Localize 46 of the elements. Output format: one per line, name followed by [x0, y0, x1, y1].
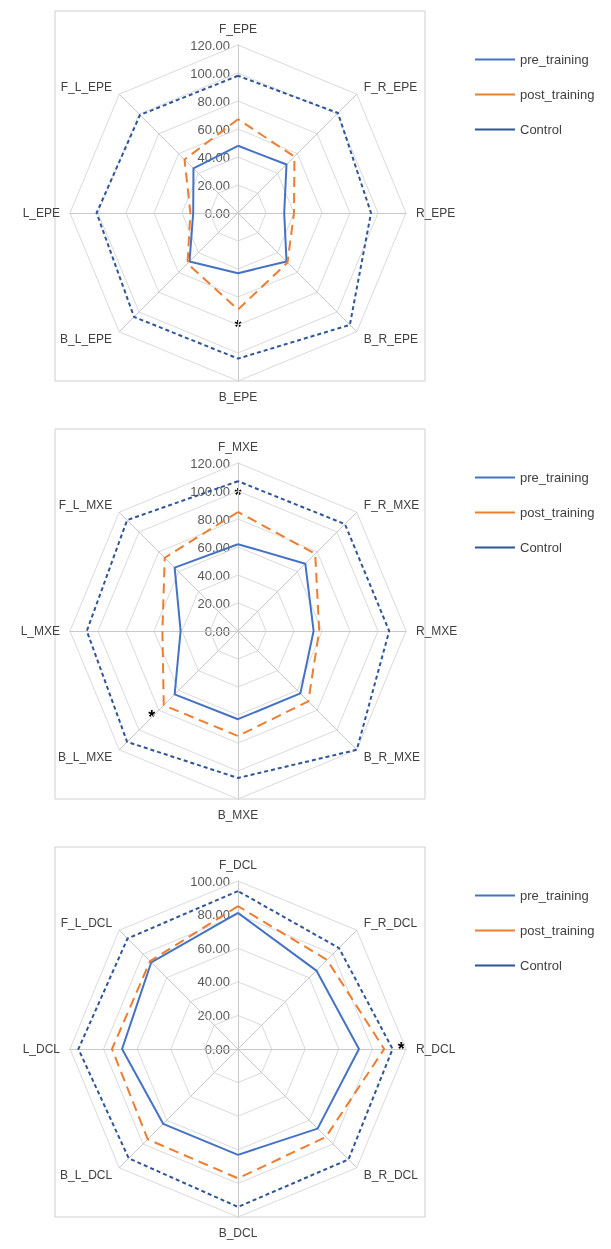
y-tick-label: 80.00	[197, 511, 230, 527]
spoke-label: L_DCL	[22, 1042, 61, 1056]
spoke-label: L_EPE	[22, 206, 60, 220]
spoke-label: B_R_DCL	[363, 1167, 419, 1182]
legend-label: Control	[520, 958, 563, 973]
legend-label: Control	[520, 122, 563, 137]
spoke-label: B_L_DCL	[60, 1167, 113, 1182]
text: *	[397, 1039, 405, 1059]
spoke-label: B_EPE	[218, 390, 258, 404]
spoke-label: B_MXE	[217, 808, 259, 822]
legend-label: post_training	[520, 923, 595, 938]
legend-label: pre_training	[520, 470, 589, 485]
spoke-label: F_MXE	[217, 440, 259, 454]
y-tick-label: 120.00	[190, 455, 230, 471]
spoke-label: B_L_MXE	[58, 749, 113, 764]
spoke-label: F_EPE	[218, 22, 258, 36]
y-tick-label: 120.00	[190, 37, 230, 53]
spoke-label: F_R_EPE	[363, 80, 418, 95]
spoke-label: B_DCL	[218, 1226, 258, 1240]
spoke-label: R_MXE	[416, 624, 458, 638]
y-tick-label: 20.00	[197, 177, 230, 193]
y-tick-label: 40.00	[197, 567, 230, 583]
text: *	[148, 707, 156, 728]
spoke-label: F_L_DCL	[60, 916, 113, 931]
spoke-label: B_R_EPE	[363, 331, 418, 346]
spoke-label: F_L_MXE	[58, 498, 113, 513]
spoke-label: F_DCL	[218, 858, 258, 872]
legend-label: post_training	[520, 505, 595, 520]
spoke-label: B_L_EPE	[60, 331, 113, 346]
legend-label: pre_training	[520, 888, 589, 903]
spoke-label: F_R_DCL	[363, 916, 418, 931]
y-tick-label: 20.00	[197, 595, 230, 611]
spoke-label: F_R_MXE	[363, 498, 420, 513]
legend-label: pre_training	[520, 52, 589, 67]
legend-label: post_training	[520, 87, 595, 102]
spoke-label: R_DCL	[416, 1042, 456, 1056]
y-tick-label: 60.00	[197, 940, 230, 956]
spoke-label: R_EPE	[416, 206, 456, 220]
y-tick-label: 40.00	[197, 974, 230, 990]
y-tick-label: 100.00	[190, 65, 230, 81]
spoke-label: B_R_MXE	[363, 749, 420, 764]
y-tick-label: 80.00	[197, 93, 230, 109]
spoke-label: L_MXE	[20, 624, 60, 638]
spoke-label: F_L_EPE	[60, 80, 113, 95]
y-tick-label: 100.00	[190, 873, 230, 889]
legend-label: Control	[520, 540, 563, 555]
